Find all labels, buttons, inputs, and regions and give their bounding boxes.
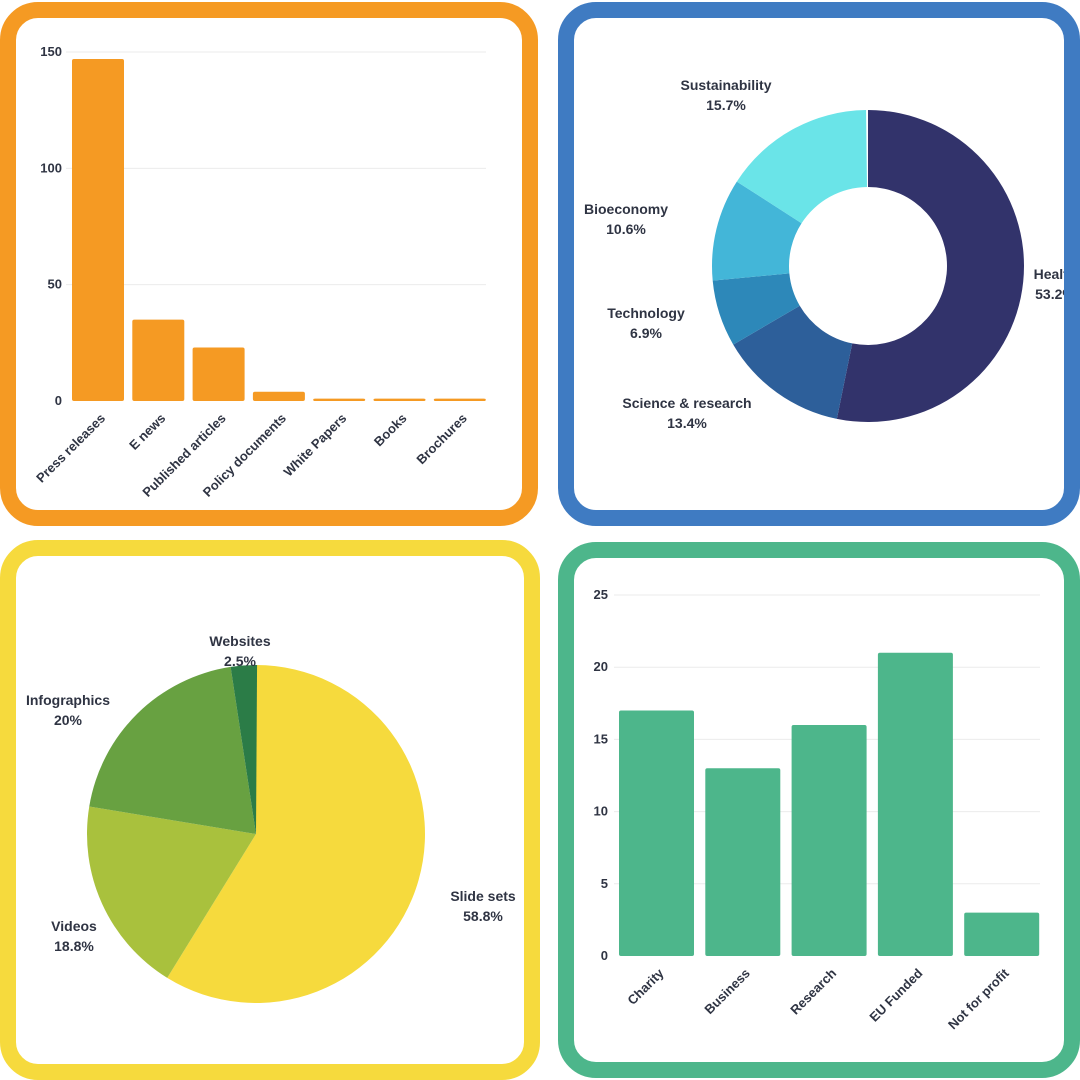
y-tick-label: 50 <box>48 277 62 292</box>
y-tick-label: 10 <box>594 804 608 819</box>
media-types-pie-chart: Slide sets 58.8% Videos 18.8% Infographics 20… <box>26 633 516 1003</box>
x-tick-label: EU Funded <box>866 965 925 1024</box>
bar-business <box>705 768 781 956</box>
bar-research <box>791 724 867 956</box>
y-tick-label: 0 <box>55 393 62 408</box>
x-tick-label: Not for profit <box>945 965 1012 1032</box>
slice-technology <box>712 273 800 345</box>
x-tick-label: White Papers <box>280 411 349 480</box>
x-tick-label: Business <box>701 966 752 1017</box>
slice-percent: 13.4% <box>667 415 707 431</box>
slice-sustainability <box>736 110 868 224</box>
slice-label: Infographics <box>26 692 110 708</box>
slice-percent: 2.5% <box>224 653 256 669</box>
slice-percent: 6.9% <box>630 325 662 341</box>
bar-published-articles <box>192 347 245 401</box>
x-tick-label: Brochures <box>413 411 470 468</box>
bar-e-news <box>132 319 185 401</box>
bar-press-releases <box>72 58 124 401</box>
slice-health <box>836 110 1024 422</box>
funding-sources-panel: 0 5 10 15 20 25 Charity Business Research EU Fund… <box>558 542 1080 1078</box>
slice-label: Websites <box>209 633 270 649</box>
x-tick-label: Press releases <box>33 411 108 486</box>
slice-percent: 18.8% <box>54 938 94 954</box>
slice-percent: 15.7% <box>706 97 746 113</box>
slice-label: Sustainability <box>680 77 771 93</box>
funding-sources-bar-chart: 0 5 10 15 20 25 Charity Business Research EU Fund… <box>594 587 1040 1032</box>
bar-not-for-profit <box>964 912 1040 956</box>
y-tick-label: 20 <box>594 659 608 674</box>
bar-white-papers <box>313 398 366 401</box>
slice-label: Bioeconomy <box>584 201 668 217</box>
slice-label: Technology <box>607 305 685 321</box>
slice-label: Videos <box>51 918 97 934</box>
bar-charity <box>619 710 694 956</box>
slice-bioeconomy <box>712 181 802 281</box>
slice-infographics <box>89 666 256 834</box>
publication-types-panel: 0 50 100 150 Press releases E news Published a… <box>0 2 538 526</box>
slice-science-research <box>733 305 853 419</box>
y-tick-label: 25 <box>594 587 608 602</box>
slice-label: Slide sets <box>450 888 516 904</box>
y-tick-label: 0 <box>601 948 608 963</box>
slice-percent: 53.2% <box>1035 286 1064 302</box>
x-tick-label: Books <box>371 411 410 450</box>
y-tick-label: 5 <box>601 876 608 891</box>
slice-slide-sets <box>167 665 426 1003</box>
slice-videos <box>87 806 257 978</box>
bar-brochures <box>433 398 486 401</box>
media-types-panel: Slide sets 58.8% Videos 18.8% Infographics 20… <box>0 540 540 1080</box>
y-tick-label: 150 <box>40 44 62 59</box>
x-tick-label: Charity <box>624 965 667 1008</box>
topic-areas-donut-chart: Health 53.2% Science & research 13.4% Techno… <box>584 77 1064 431</box>
bar-policy-documents <box>252 391 305 401</box>
bar-eu-funded <box>877 652 953 956</box>
x-tick-label: E news <box>126 411 168 453</box>
slice-percent: 10.6% <box>606 221 646 237</box>
bar-books <box>373 398 426 401</box>
slice-percent: 58.8% <box>463 908 503 924</box>
topic-areas-panel: Health 53.2% Science & research 13.4% Techno… <box>558 2 1080 526</box>
slice-label: Health <box>1034 266 1064 282</box>
slice-percent: 20% <box>54 712 83 728</box>
y-tick-label: 15 <box>594 731 608 746</box>
x-tick-label: Research <box>787 965 839 1017</box>
slice-websites <box>230 665 258 834</box>
slice-label: Science & research <box>622 395 751 411</box>
y-tick-label: 100 <box>40 160 62 175</box>
